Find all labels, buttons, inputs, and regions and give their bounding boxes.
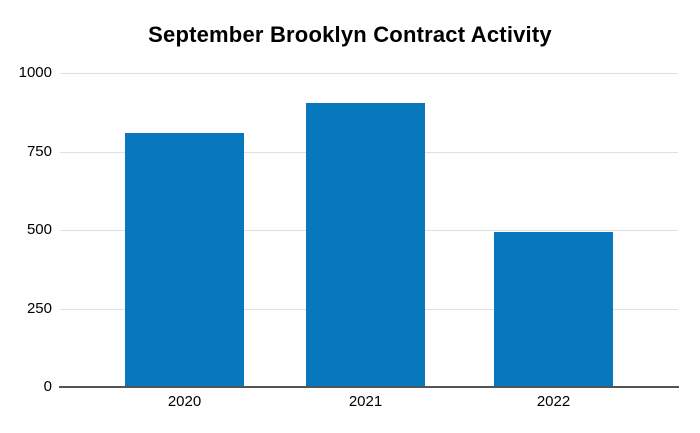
x-tick-label-2020: 2020 (167, 393, 202, 410)
bar-2021 (306, 103, 425, 387)
y-tick-label-0: 0 (43, 378, 52, 395)
y-tick-label-1000: 1000 (18, 64, 52, 81)
y-tick-label-750: 750 (26, 142, 52, 160)
y-tick-label-500: 500 (26, 221, 52, 238)
plot-area (60, 73, 678, 387)
y-tick-label-250: 250 (26, 299, 52, 317)
chart-title: September Brooklyn Contract Activity (148, 22, 552, 47)
x-axis-baseline (59, 386, 679, 388)
bar-2020 (125, 133, 244, 387)
bar-2022 (494, 232, 613, 387)
gridline-1000 (60, 73, 678, 74)
x-tick-label-2021: 2021 (348, 393, 383, 410)
x-tick-label-2022: 2022 (536, 393, 571, 410)
